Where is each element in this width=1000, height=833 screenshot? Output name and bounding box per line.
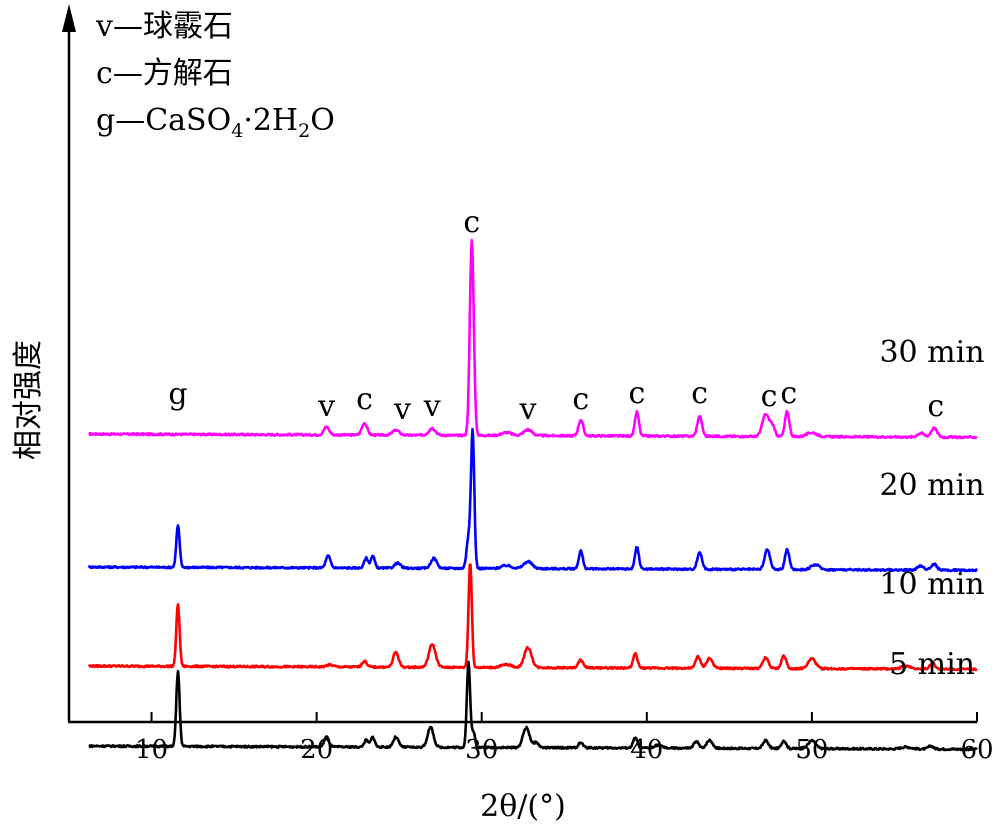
peak-label-c-10: c xyxy=(761,379,778,414)
series-label-30-min: 30 min xyxy=(879,335,984,370)
x-axis-title: 2θ/(°) xyxy=(480,789,566,824)
peak-label-c-5: c xyxy=(463,205,480,240)
series-5-min xyxy=(88,660,978,752)
series-30-min xyxy=(88,238,978,440)
x-tick-label-10: 10 xyxy=(135,735,168,765)
peak-label-v-4: v xyxy=(423,389,441,424)
peak-label-c-8: c xyxy=(629,376,646,411)
series-label-20-min: 20 min xyxy=(879,468,984,503)
legend-entry-vaterite: v—球霰石 xyxy=(95,9,233,44)
legend-entry-gypsum: g—CaSO4·2H2O xyxy=(96,103,335,142)
series-group xyxy=(87,238,978,752)
legend: v—球霰石 c—方解石 g—CaSO4·2H2O xyxy=(95,9,335,142)
peak-label-v-6: v xyxy=(518,392,536,427)
peak-label-c-2: c xyxy=(356,382,373,417)
peak-label-v-1: v xyxy=(317,389,335,424)
peak-label-c-11: c xyxy=(780,376,797,411)
x-ticks: 10 20 30 40 50 60 xyxy=(135,712,994,765)
series-10-min xyxy=(87,563,978,672)
series-label-5-min: 5 min xyxy=(889,647,975,682)
peak-label-c-7: c xyxy=(572,382,589,417)
peak-label-g-0: g xyxy=(168,377,187,412)
y-axis-title: 相对强度 xyxy=(11,340,46,460)
series-labels: 30 min 20 min 10 min 5 min xyxy=(879,335,984,682)
series-label-10-min: 10 min xyxy=(879,567,984,602)
peak-label-v-3: v xyxy=(393,392,411,427)
y-axis-arrow xyxy=(62,4,76,32)
x-tick-label-30: 30 xyxy=(465,735,498,765)
legend-entry-calcite: c—方解石 xyxy=(96,56,233,91)
series-20-min xyxy=(87,427,978,573)
axes xyxy=(62,4,977,724)
peak-annotations: g v c v vcv c c c c c c xyxy=(168,205,944,427)
peak-label-c-9: c xyxy=(691,376,708,411)
peak-label-c-12: c xyxy=(927,389,944,424)
